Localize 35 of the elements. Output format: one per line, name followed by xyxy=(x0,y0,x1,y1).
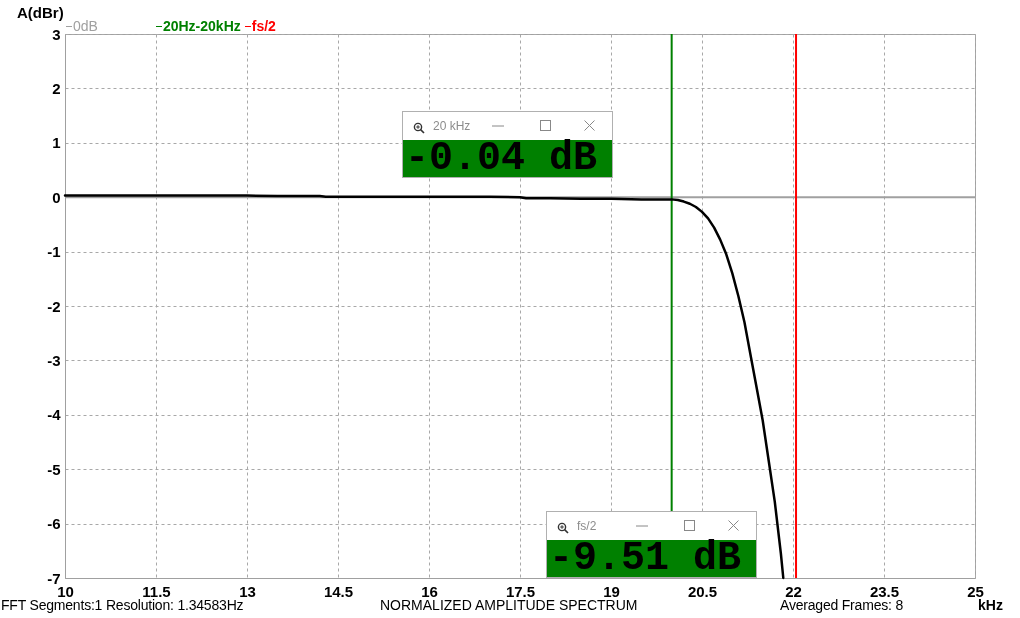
y-axis-title: A(dBr) xyxy=(17,4,64,21)
readout-window: fs/2 -9.51 dB xyxy=(546,511,757,578)
x-tick-label: 23.5 xyxy=(869,582,900,600)
text: Averaged Frames: 8 xyxy=(780,597,903,613)
y-tick-label: 0 xyxy=(52,188,61,206)
y-tick-label: -2 xyxy=(47,297,61,315)
text: NORMALIZED AMPLITUDE SPECTRUM xyxy=(380,597,638,613)
x-tick-label: 20.5 xyxy=(687,582,718,600)
y-tick-label: -4 xyxy=(47,406,62,424)
readout-display: -9.51 dB xyxy=(547,540,756,577)
annotation: fs/2 xyxy=(577,519,597,533)
y-tick-label: -1 xyxy=(47,243,61,261)
ref-line-label: 20Hz-20kHz xyxy=(162,18,241,34)
y-tick-label: 2 xyxy=(52,79,61,97)
line-series xyxy=(63,194,785,580)
readout-display: -0.04 dB xyxy=(403,140,612,177)
x-tick-label: 22 xyxy=(785,582,802,600)
readout-window: 20 kHz -0.04 dB xyxy=(402,111,613,178)
x-tick-label: 14.5 xyxy=(323,582,354,600)
ref-line-label: fs/2 xyxy=(251,18,276,34)
x-tick-label: 19 xyxy=(603,582,620,600)
x-tick-label: 13 xyxy=(239,582,256,600)
x-axis-title: kHz xyxy=(978,597,1003,613)
ref-line-label: 0dB xyxy=(73,18,98,34)
x-tick-label: 17.5 xyxy=(505,582,536,600)
x-tick-label: 25 xyxy=(967,582,984,600)
y-tick-label: -6 xyxy=(47,515,61,533)
x-tick-label: 11.5 xyxy=(142,582,171,600)
y-tick-label: -5 xyxy=(47,460,61,478)
annotation: 20 kHz xyxy=(433,119,471,133)
y-tick-label: 1 xyxy=(52,134,61,152)
y-tick-label: 3 xyxy=(52,25,61,43)
text: FFT Segments:1 Resolution: 1.34583Hz xyxy=(1,597,244,613)
y-tick-label: -3 xyxy=(47,351,61,369)
x-tick-label: 16 xyxy=(421,582,438,600)
